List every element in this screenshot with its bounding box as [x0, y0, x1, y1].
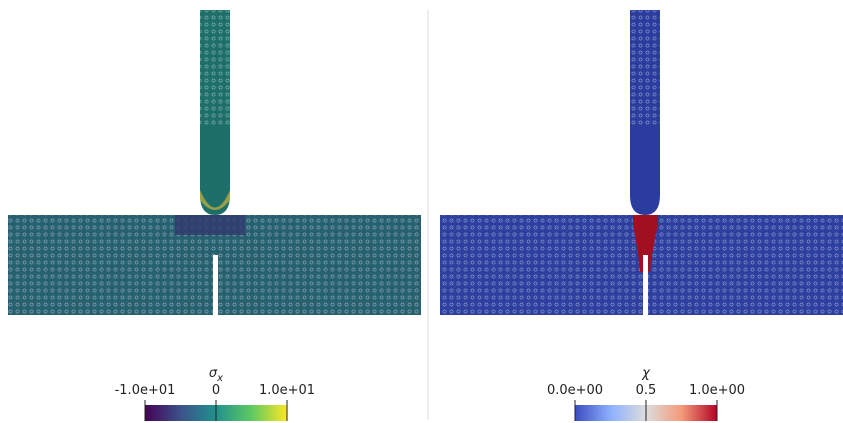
colorbar-title: χ	[641, 366, 651, 381]
tick-label: 0.0e+00	[547, 383, 603, 398]
tick-label: 1.0e+00	[689, 383, 745, 398]
tick-label: -1.0e+01	[115, 383, 176, 398]
tick-label: 0.5	[636, 383, 657, 398]
tick-label: 1.0e+01	[259, 383, 315, 398]
screenshot: σx -1.0e+01 0 1.0e+01 χ 0.0e+00 0.5 1.0e+00	[0, 0, 843, 423]
left-specimen	[8, 10, 421, 315]
colorbar-title: σx	[209, 366, 223, 384]
tick-label: 0	[212, 383, 220, 398]
colorbar-symbol: χ	[641, 366, 651, 381]
right-specimen	[440, 10, 843, 315]
